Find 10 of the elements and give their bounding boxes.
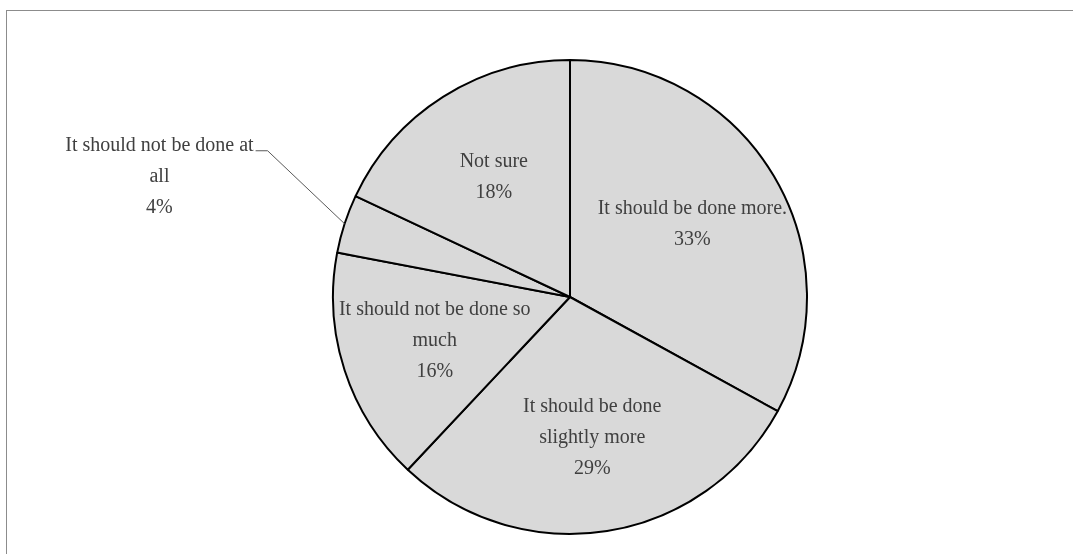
data-label: 16% <box>416 359 454 382</box>
data-label: 33% <box>674 227 711 250</box>
slice-label: It should be done slightly more <box>523 393 662 448</box>
data-label: 29% <box>573 455 611 478</box>
slice-label: It should not be done at all <box>65 133 255 187</box>
slice-label: It should not be done so much <box>338 297 531 351</box>
data-label: 4% <box>146 195 173 218</box>
slice-label: It should be done more. <box>597 196 788 219</box>
slice-label: Not sure <box>459 148 529 171</box>
data-label: 18% <box>475 179 513 202</box>
